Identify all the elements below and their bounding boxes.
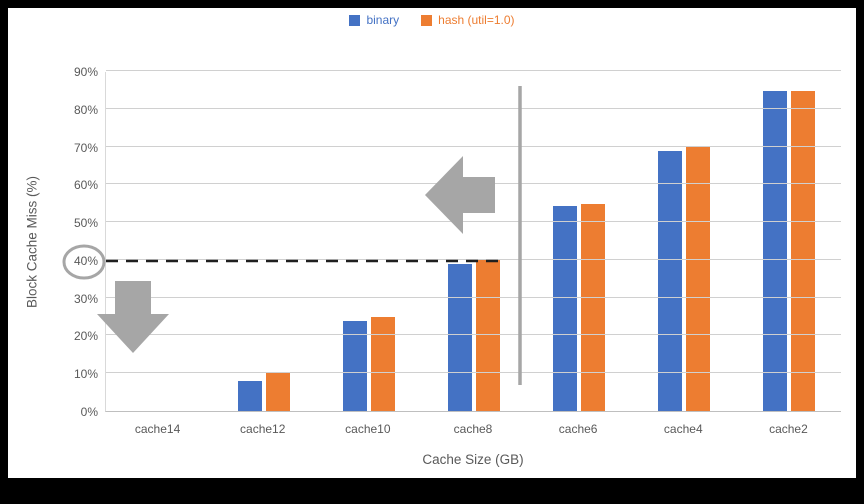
- x-tick-label: cache10: [345, 422, 391, 436]
- bar-group-cache10: [316, 72, 421, 411]
- y-tick-label: 10%: [73, 367, 98, 382]
- y-tick-label: 50%: [73, 216, 98, 231]
- bar-group-cache12: [211, 72, 316, 411]
- x-tick-label: cache8: [453, 422, 493, 436]
- gridline: [106, 70, 841, 71]
- bars-container: [106, 72, 841, 411]
- x-axis-title: Cache Size (GB): [422, 452, 524, 467]
- gridline: [106, 372, 841, 374]
- bar-group-cache14: [106, 72, 211, 411]
- y-tick-label: 60%: [73, 178, 98, 193]
- gridline: [106, 145, 841, 147]
- x-tick-label: cache4: [663, 422, 703, 436]
- y-tick-label: 20%: [73, 329, 98, 344]
- y-axis-tick-labels: 0% 10% 20% 30% 40% 50% 60% 70% 80% 90%: [0, 65, 98, 419]
- legend-label: hash (util=1.0): [438, 13, 515, 27]
- y-tick-label: 90%: [73, 65, 98, 79]
- y-tick-label: 30%: [73, 291, 98, 306]
- gridline: [106, 183, 841, 185]
- x-axis-tick-labels: cache14 cache12 cache10 cache8 cache6 cache4 c…: [105, 422, 841, 436]
- bar-binary-cache4: [657, 151, 682, 411]
- y-tick-label: 0%: [80, 405, 98, 419]
- gridline: [106, 221, 841, 223]
- x-tick-label: cache6: [558, 422, 598, 436]
- bar-hash-cache12: [265, 373, 290, 411]
- x-tick-label: cache2: [769, 422, 808, 436]
- gridline: [106, 334, 841, 336]
- y-tick-label: 80%: [73, 102, 98, 117]
- y-tick-label: 40%: [73, 253, 98, 268]
- chart-canvas: [8, 8, 856, 478]
- bar-binary-cache10: [342, 320, 367, 411]
- x-tick-label: cache14: [134, 422, 181, 436]
- legend-swatch-icon: [349, 14, 361, 26]
- bar-group-cache6: [526, 72, 631, 411]
- bar-binary-cache8: [447, 264, 472, 411]
- bar-binary-cache12: [237, 380, 262, 411]
- bar-hash-cache4: [685, 147, 710, 411]
- bar-group-cache8: [421, 72, 526, 411]
- plot-area: [105, 70, 841, 412]
- bar-binary-cache2: [762, 90, 787, 411]
- legend: binary hash (util=1.0): [0, 13, 864, 27]
- bar-group-cache4: [631, 72, 736, 411]
- bar-group-cache2: [736, 72, 841, 411]
- bar-binary-cache6: [552, 205, 577, 411]
- y-tick-label: 70%: [73, 140, 98, 155]
- bar-hash-cache2: [790, 90, 815, 411]
- bar-hash-cache6: [580, 203, 605, 411]
- legend-label: binary: [366, 13, 400, 27]
- legend-item: binary: [349, 13, 399, 27]
- bar-hash-cache10: [370, 316, 395, 411]
- x-tick-label: cache12: [240, 422, 286, 436]
- bar-hash-cache8: [475, 260, 500, 411]
- gridline: [106, 107, 841, 109]
- gridline: [106, 296, 841, 298]
- legend-swatch-icon: [421, 14, 433, 26]
- gridline: [106, 258, 841, 260]
- legend-item: hash (util=1.0): [421, 13, 515, 27]
